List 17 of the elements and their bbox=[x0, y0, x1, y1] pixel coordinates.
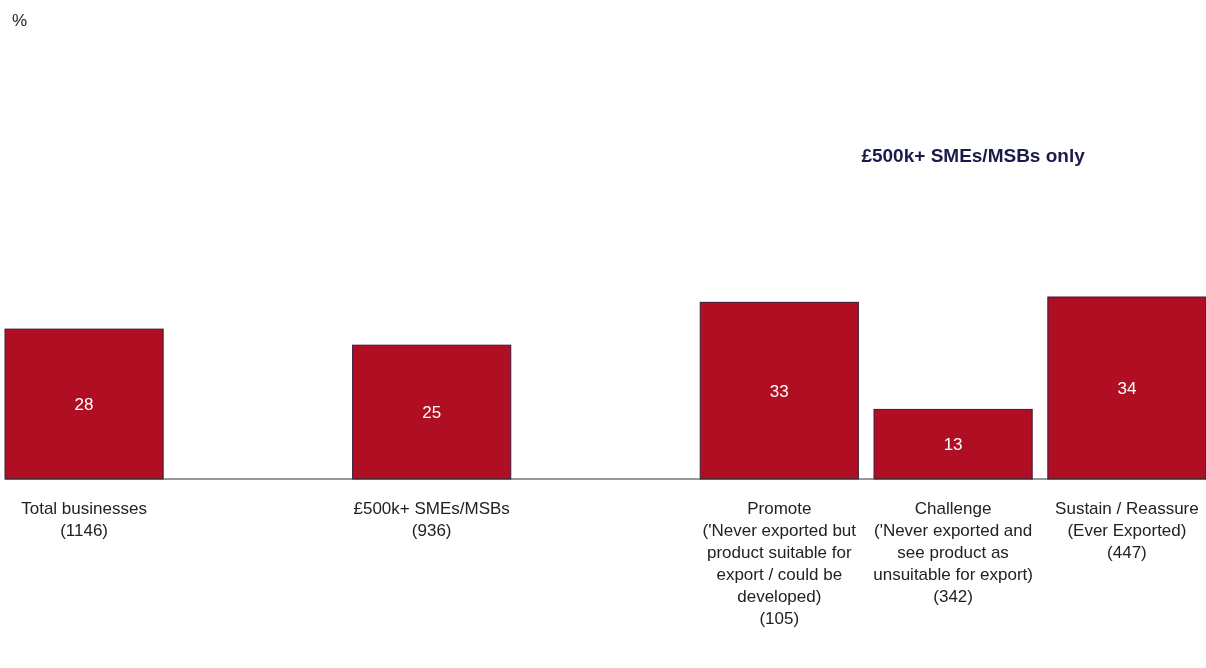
bar bbox=[699, 301, 859, 480]
x-tick-label: Promote ('Never exported but product suitable for export / could be developed) (105) bbox=[702, 499, 857, 628]
x-tick-label: Sustain / Reassure (Ever Exported) (447) bbox=[1055, 499, 1199, 562]
x-tick-label: £500k+ SMEs/MSBs (936) bbox=[353, 499, 510, 540]
data-label: 34 bbox=[1117, 379, 1137, 398]
bar bbox=[873, 408, 1033, 480]
data-label: 28 bbox=[74, 395, 94, 415]
bar bbox=[4, 328, 164, 480]
data-label: 13 bbox=[943, 435, 963, 455]
x-tick-label: Total businesses (1146) bbox=[21, 499, 147, 540]
data-label: 33 bbox=[769, 381, 789, 401]
data-label: 25 bbox=[422, 403, 442, 423]
bar bbox=[352, 344, 512, 480]
x-tick-label: Challenge ('Never exported and see product as unsuitable for export) (342) bbox=[873, 499, 1033, 606]
text: % bbox=[12, 11, 28, 30]
bar bbox=[1047, 296, 1206, 480]
text: £500k+ SMEs/MSBs only bbox=[861, 145, 1086, 166]
